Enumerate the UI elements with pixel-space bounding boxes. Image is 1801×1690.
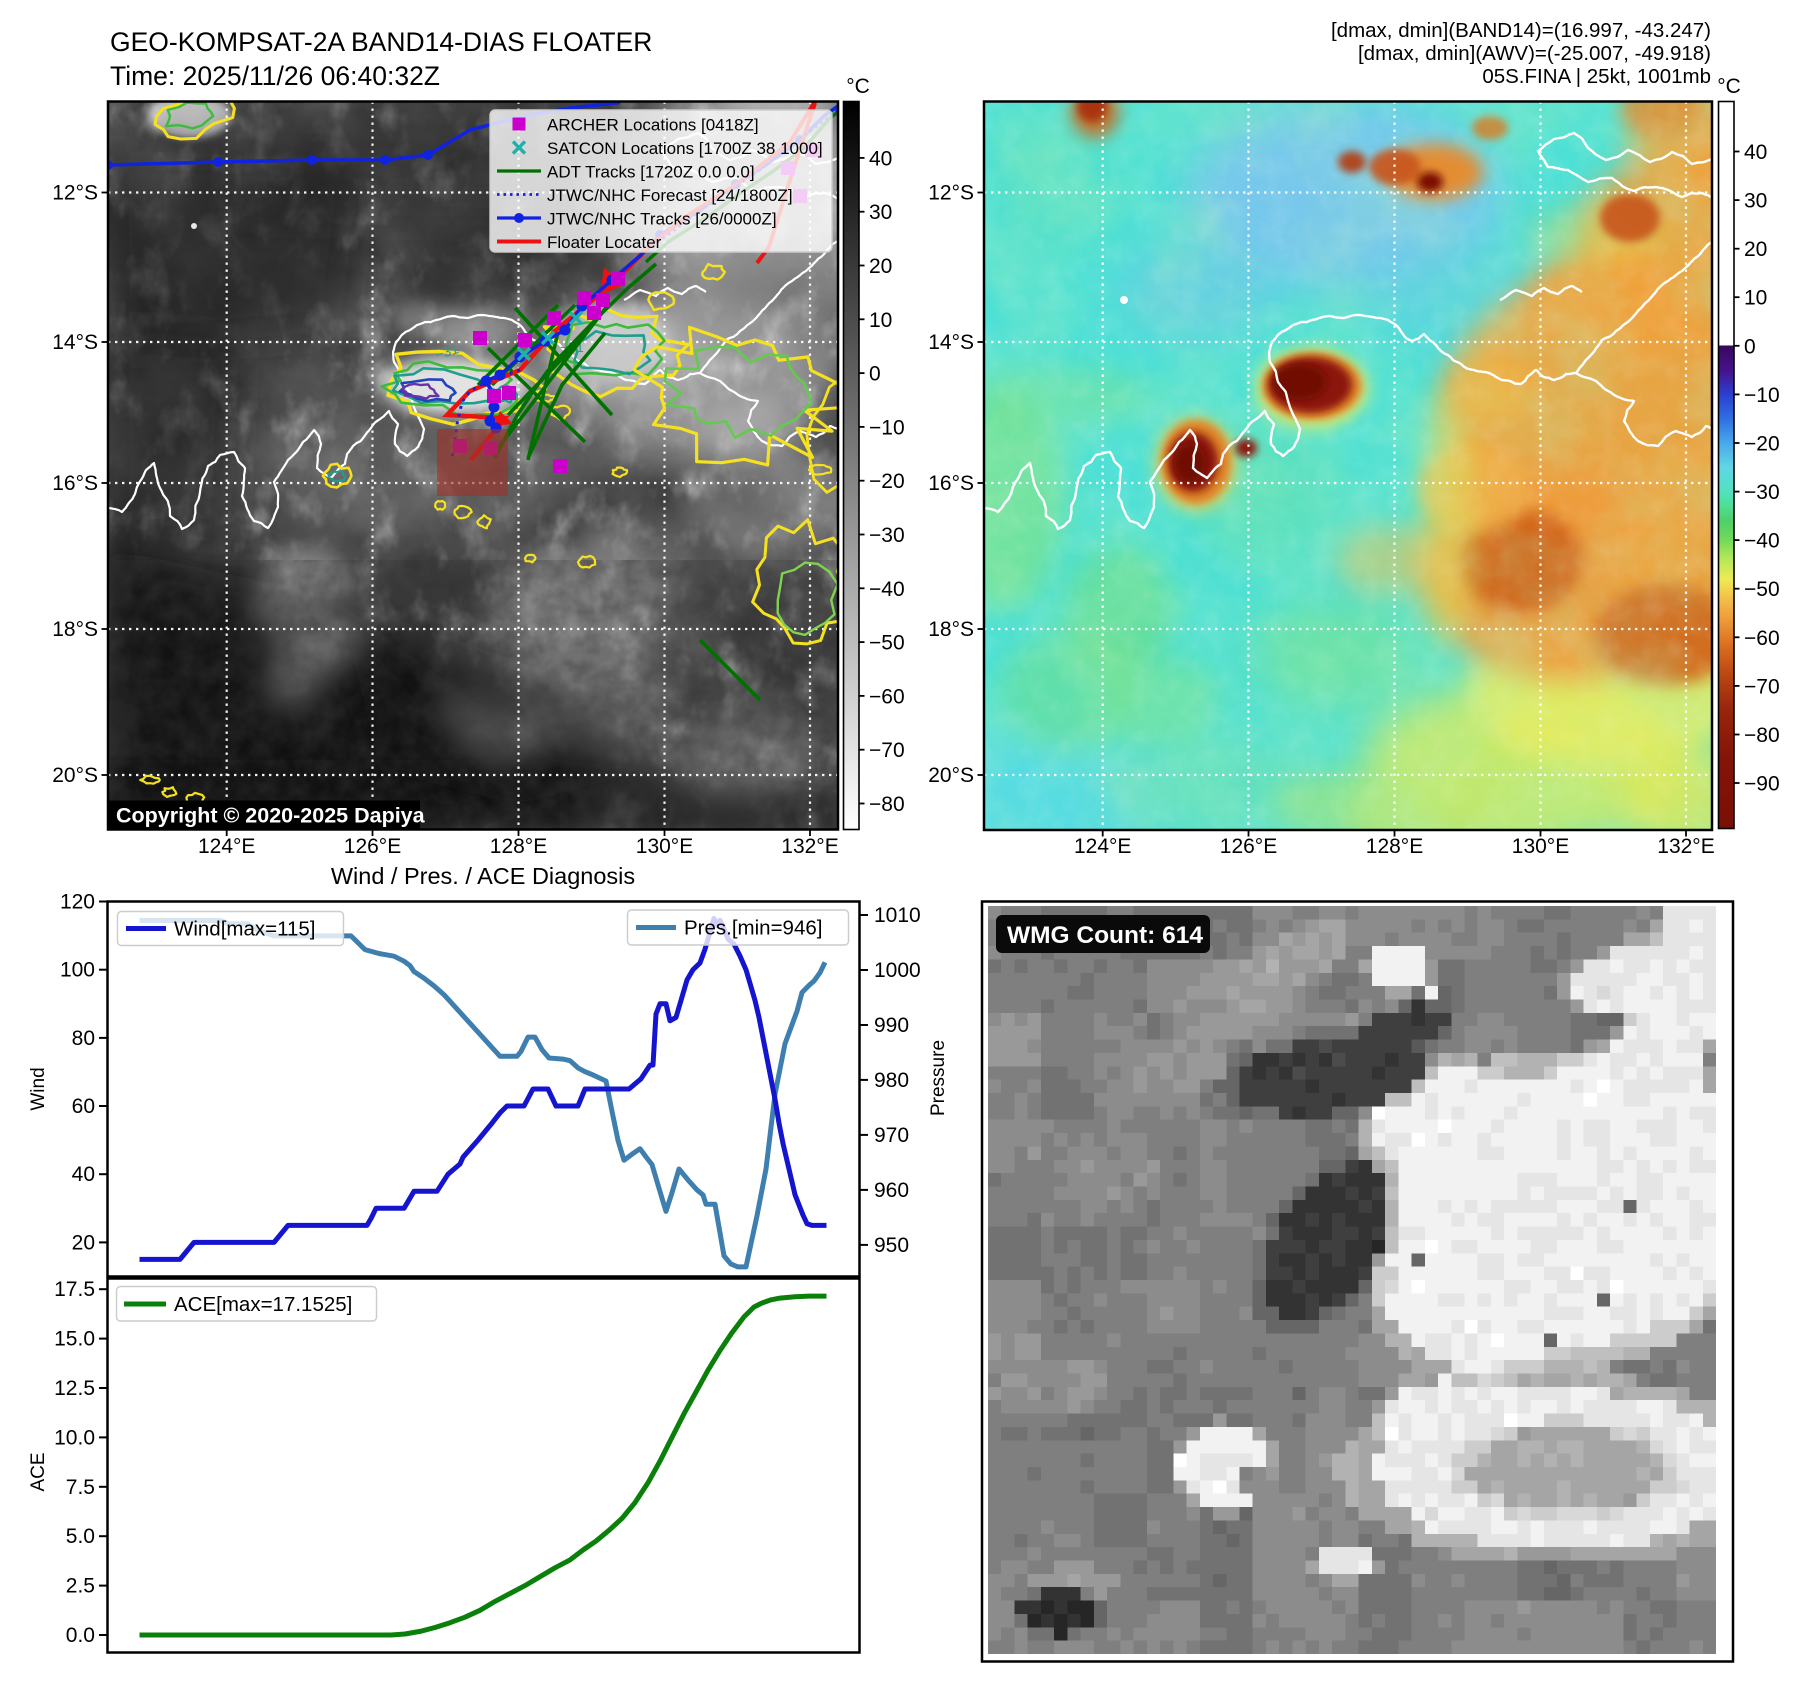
svg-text:7.5: 7.5	[66, 1476, 95, 1499]
svg-text:ACE: ACE	[28, 1452, 49, 1491]
svg-text:30: 30	[1744, 190, 1767, 213]
svg-text:2.5: 2.5	[66, 1575, 95, 1598]
svg-text:−80: −80	[1744, 724, 1780, 747]
svg-text:15.0: 15.0	[54, 1328, 95, 1351]
svg-text:1010: 1010	[874, 904, 921, 927]
svg-text:0: 0	[869, 363, 881, 386]
svg-text:16°S: 16°S	[52, 472, 98, 495]
svg-text:10: 10	[869, 309, 892, 332]
svg-text:JTWC/NHC Forecast [24/1800Z]: JTWC/NHC Forecast [24/1800Z]	[547, 186, 793, 205]
svg-text:SATCON Locations [1700Z 38 100: SATCON Locations [1700Z 38 1000]	[547, 139, 823, 158]
svg-text:126°E: 126°E	[1220, 835, 1277, 858]
svg-text:40: 40	[72, 1163, 95, 1186]
svg-text:−70: −70	[1744, 675, 1780, 698]
svg-text:18°S: 18°S	[928, 618, 974, 641]
svg-text:10: 10	[1744, 287, 1767, 310]
svg-text:20: 20	[869, 255, 892, 278]
svg-text:132°E: 132°E	[1657, 835, 1714, 858]
svg-text:−10: −10	[1744, 384, 1780, 407]
svg-text:−30: −30	[869, 524, 905, 547]
svg-text:Copyright © 2020-2025 Dapiya: Copyright © 2020-2025 Dapiya	[116, 804, 426, 828]
svg-text:20°S: 20°S	[52, 764, 98, 787]
svg-text:80: 80	[72, 1027, 95, 1050]
svg-text:124°E: 124°E	[198, 835, 255, 858]
svg-text:JTWC/NHC Tracks [26/0000Z]: JTWC/NHC Tracks [26/0000Z]	[547, 210, 777, 229]
svg-text:−31: −31	[433, 340, 461, 363]
svg-text:GEO-KOMPSAT-2A BAND14-DIAS FLO: GEO-KOMPSAT-2A BAND14-DIAS FLOATER	[110, 27, 652, 57]
svg-text:124°E: 124°E	[1074, 835, 1131, 858]
svg-text:980: 980	[874, 1069, 909, 1092]
svg-text:ARCHER Locations [0418Z]: ARCHER Locations [0418Z]	[547, 116, 759, 135]
svg-text:ACE[max=17.1525]: ACE[max=17.1525]	[174, 1293, 352, 1316]
svg-text:Wind: Wind	[28, 1067, 49, 1110]
svg-text:20°S: 20°S	[928, 764, 974, 787]
svg-text:−60: −60	[869, 685, 905, 708]
svg-text:05S.FINA | 25kt, 1001mb: 05S.FINA | 25kt, 1001mb	[1482, 65, 1711, 88]
svg-text:Wind / Pres. / ACE Diagnosis: Wind / Pres. / ACE Diagnosis	[331, 863, 635, 889]
svg-text:−70: −70	[869, 739, 905, 762]
svg-text:Pres.[min=946]: Pres.[min=946]	[684, 917, 822, 940]
svg-text:−80: −80	[869, 793, 905, 816]
svg-text:−40: −40	[1744, 530, 1780, 553]
svg-text:10.0: 10.0	[54, 1426, 95, 1449]
svg-text:950: 950	[874, 1234, 909, 1257]
svg-text:Time: 2025/11/26 06:40:32Z: Time: 2025/11/26 06:40:32Z	[110, 61, 440, 91]
svg-text:−50: −50	[869, 632, 905, 655]
svg-text:°C: °C	[846, 75, 870, 98]
svg-text:40: 40	[869, 147, 892, 170]
svg-text:130°E: 130°E	[1512, 835, 1569, 858]
svg-text:40: 40	[1744, 141, 1767, 164]
svg-text:128°E: 128°E	[1366, 835, 1423, 858]
svg-text:17.5: 17.5	[54, 1278, 95, 1301]
svg-text:120: 120	[60, 891, 95, 914]
svg-text:14°S: 14°S	[928, 331, 974, 354]
svg-text:126°E: 126°E	[344, 835, 401, 858]
svg-text:960: 960	[874, 1179, 909, 1202]
svg-text:−60: −60	[1744, 627, 1780, 650]
svg-text:132°E: 132°E	[781, 835, 838, 858]
svg-text:[dmax, dmin](AWV)=(-25.007, -4: [dmax, dmin](AWV)=(-25.007, -49.918)	[1358, 42, 1711, 65]
svg-text:−30: −30	[1744, 481, 1780, 504]
svg-text:20: 20	[72, 1231, 95, 1254]
svg-text:12°S: 12°S	[52, 182, 98, 205]
svg-text:ADT Tracks [1720Z 0.0 0.0]: ADT Tracks [1720Z 0.0 0.0]	[547, 163, 755, 182]
svg-text:−90: −90	[1744, 773, 1780, 796]
svg-text:WMG Count: 614: WMG Count: 614	[1007, 922, 1203, 949]
svg-text:12.5: 12.5	[54, 1377, 95, 1400]
svg-text:Floater Locater: Floater Locater	[547, 233, 662, 252]
svg-text:°C: °C	[1717, 75, 1741, 98]
svg-text:−10: −10	[869, 416, 905, 439]
svg-text:0: 0	[1744, 335, 1756, 358]
svg-text:970: 970	[874, 1124, 909, 1147]
svg-text:−50: −50	[1744, 578, 1780, 601]
svg-text:1000: 1000	[874, 959, 921, 982]
svg-text:128°E: 128°E	[490, 835, 547, 858]
svg-text:990: 990	[874, 1014, 909, 1037]
svg-text:20: 20	[1744, 238, 1767, 261]
svg-text:Pressure: Pressure	[928, 1040, 949, 1116]
svg-text:−40: −40	[869, 578, 905, 601]
svg-text:130°E: 130°E	[636, 835, 693, 858]
svg-text:18°S: 18°S	[52, 618, 98, 641]
svg-text:12°S: 12°S	[928, 182, 974, 205]
svg-text:−20: −20	[869, 470, 905, 493]
svg-text:5.0: 5.0	[66, 1525, 95, 1548]
svg-text:30: 30	[869, 201, 892, 224]
svg-text:16°S: 16°S	[928, 472, 974, 495]
svg-text:60: 60	[72, 1095, 95, 1118]
svg-text:Wind[max=115]: Wind[max=115]	[174, 918, 315, 941]
svg-text:0.0: 0.0	[66, 1624, 95, 1647]
svg-text:14°S: 14°S	[52, 331, 98, 354]
svg-text:−20: −20	[1744, 433, 1780, 456]
svg-text:[dmax, dmin](BAND14)=(16.997,: [dmax, dmin](BAND14)=(16.997, -43.247)	[1331, 19, 1711, 42]
svg-text:100: 100	[60, 959, 95, 982]
